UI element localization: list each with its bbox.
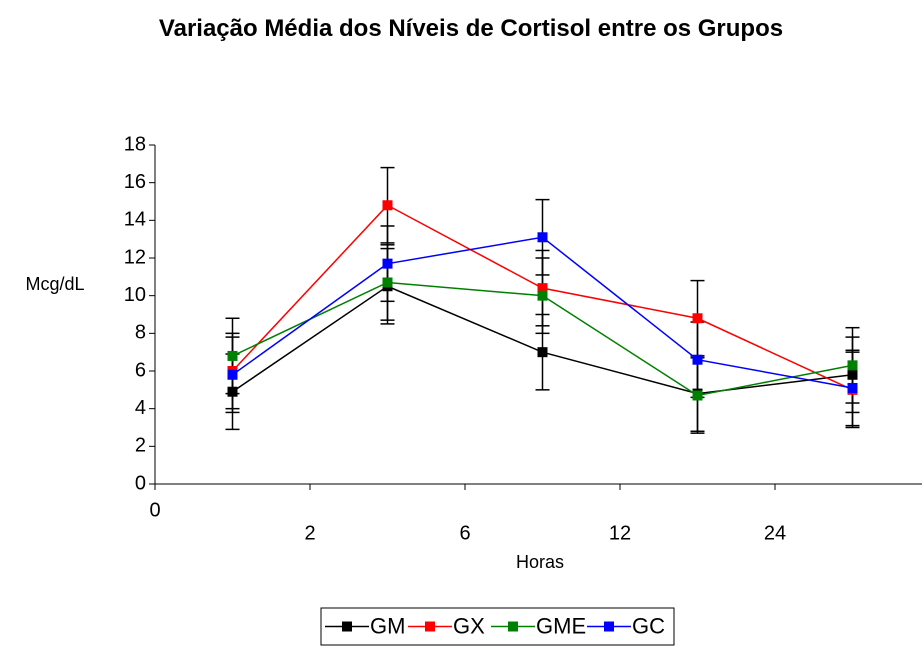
y-tick-label: 6	[135, 359, 146, 381]
x-tick-label: 12	[609, 522, 631, 544]
marker	[692, 354, 703, 365]
y-tick-label: 16	[124, 171, 146, 193]
y-tick-label: 18	[124, 133, 146, 155]
y-tick-label: 0	[135, 472, 146, 494]
y-tick-label: 10	[124, 284, 146, 306]
legend-label: GX	[453, 613, 485, 638]
legend-label: GME	[536, 613, 586, 638]
marker	[227, 369, 238, 380]
marker	[847, 369, 858, 380]
marker	[227, 350, 238, 361]
x-tick-label: 0	[149, 499, 160, 521]
marker	[847, 360, 858, 371]
legend-label: GM	[370, 613, 405, 638]
legend: GM GX GME GC	[320, 607, 675, 646]
y-tick-label: 12	[124, 246, 146, 268]
legend-marker	[508, 621, 518, 632]
legend-label: GC	[632, 613, 665, 638]
marker	[227, 386, 238, 397]
y-tick-label: 8	[135, 322, 146, 344]
x-axis-label: Horas	[516, 552, 564, 572]
marker	[537, 290, 548, 301]
marker	[382, 200, 393, 211]
marker	[847, 382, 858, 393]
legend-marker	[425, 621, 435, 632]
x-tick-label: 2	[304, 522, 315, 544]
marker	[537, 347, 548, 358]
chart-title: Variação Média dos Níveis de Cortisol en…	[158, 15, 784, 42]
marker	[537, 283, 548, 294]
y-tick-label: 2	[135, 435, 146, 457]
marker	[692, 390, 703, 401]
marker	[537, 232, 548, 243]
marker	[692, 313, 703, 324]
x-tick-label: 6	[459, 522, 470, 544]
marker	[382, 258, 393, 269]
y-tick-label: 4	[135, 397, 146, 419]
y-tick-label: 14	[124, 209, 146, 231]
marker	[382, 277, 393, 288]
x-tick-label: 24	[764, 522, 786, 544]
legend-marker	[342, 621, 352, 632]
legend-marker	[604, 621, 614, 632]
y-axis-label: Mcg/dL	[25, 274, 84, 294]
